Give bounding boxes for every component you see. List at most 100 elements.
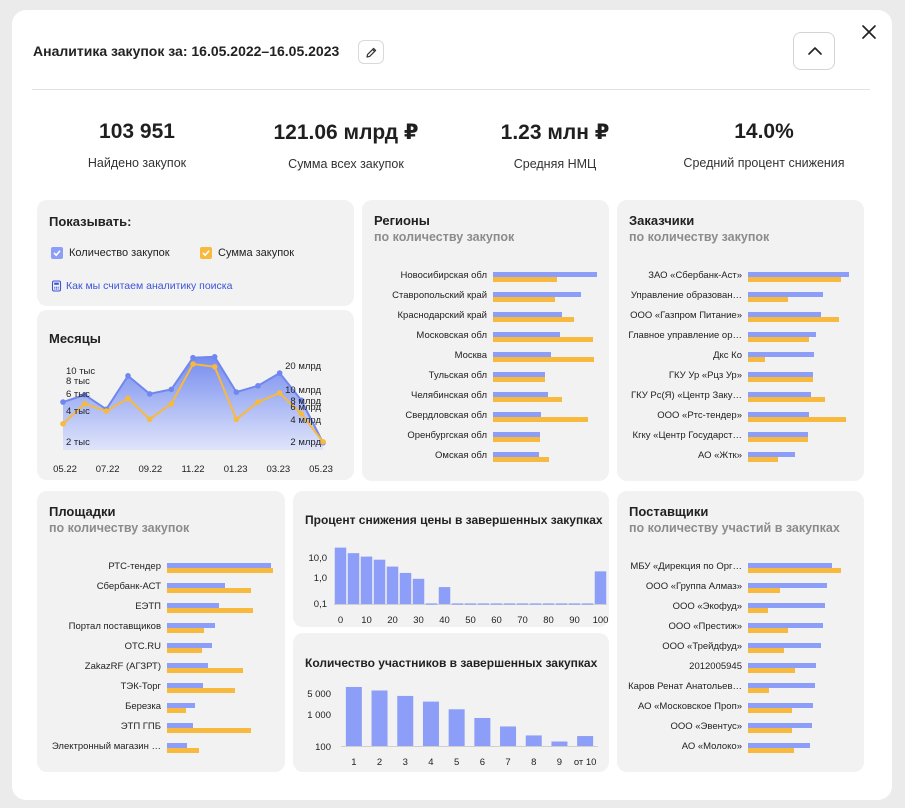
months-x-tick: 05.22: [53, 464, 77, 475]
suppliers-sum-bar: [748, 588, 780, 593]
months-sum-point: [298, 411, 305, 417]
kpi-found: 103 951 Найдено закупок: [37, 120, 237, 170]
regions-card: Регионы по количеству закупок Новосибирс…: [362, 200, 609, 481]
bar: [412, 578, 425, 604]
kpi-avg-price-value: 1.23 млн ₽: [500, 121, 610, 144]
platforms-title: Площадки: [49, 504, 116, 519]
platforms-subtitle: по количеству закупок: [49, 521, 190, 535]
platforms-label: Березка: [125, 701, 161, 712]
regions-label: Новосибирская обл: [400, 270, 487, 281]
suppliers-sum-bar: [748, 728, 792, 733]
close-button[interactable]: [859, 22, 879, 42]
suppliers-count-bar: [748, 603, 826, 608]
suppliers-sum-bar: [748, 748, 794, 753]
suppliers-sum-bar: [748, 628, 788, 633]
customers-sum-bar: [748, 457, 779, 462]
kpi-total-sum-value: 121.06 млрд ₽: [273, 121, 419, 144]
customers-card: Заказчики по количеству закупок ЗАО «Сбе…: [617, 200, 864, 481]
customers-title: Заказчики: [629, 213, 695, 228]
regions-label: Тульская обл: [428, 370, 487, 381]
platforms-sum-bar: [167, 608, 254, 613]
months-left-tick: 4 тыс: [66, 406, 90, 417]
months-right-tick: 6 млрд: [290, 402, 321, 413]
customers-count-bar: [748, 372, 813, 377]
participants-card: Количество участников в завершенных заку…: [293, 633, 609, 772]
price-drop-chart: 10,0 1,0 0,1 0 10 20 30 40 50 60 70 80 90 100: [309, 547, 608, 626]
customers-sum-bar: [748, 437, 808, 442]
months-left-tick: 10 тыс: [66, 366, 95, 377]
regions-label: Оренбургская обл: [407, 430, 487, 441]
months-right-tick: 2 млрд: [290, 437, 321, 448]
y-tick: 5 000: [307, 689, 331, 700]
months-sum-point: [81, 401, 88, 407]
analytics-modal: Аналитика закупок за: 16.05.2022–16.05.2…: [12, 10, 892, 800]
suppliers-label: ООО «Экофуд»: [672, 601, 742, 612]
months-count-point: [125, 373, 131, 379]
regions-sum-bar: [493, 337, 593, 342]
platforms-sum-bar: [167, 588, 252, 593]
regions-count-bar: [493, 452, 539, 457]
y-tick: 1,0: [314, 573, 327, 584]
suppliers-card: Поставщики по количеству участий в закуп…: [617, 491, 864, 772]
bar: [577, 736, 594, 746]
platforms-sum-bar: [167, 568, 274, 573]
regions-sum-bar: [493, 317, 575, 322]
customers-label: Кгку «Центр Государст…: [632, 430, 742, 441]
bar: [594, 571, 607, 604]
platforms-sum-bar: [167, 728, 252, 733]
platforms-sum-bar: [167, 668, 243, 673]
methodology-link[interactable]: Как мы считаем аналитику поиска: [66, 280, 233, 292]
months-right-tick: 4 млрд: [290, 415, 321, 426]
months-sum-point: [60, 420, 66, 427]
platforms-count-bar: [167, 583, 226, 588]
kpi-avg-drop-value: 14.0%: [734, 120, 794, 143]
months-sum-point: [103, 408, 110, 414]
platforms-label: Сбербанк-АСТ: [96, 581, 161, 592]
suppliers-label: ООО «Эвентус»: [670, 721, 742, 732]
x-tick: 8: [531, 757, 536, 768]
edit-period-button[interactable]: [358, 40, 384, 64]
bar: [525, 735, 542, 746]
sum-checkbox-label[interactable]: Сумма закупок: [218, 247, 295, 259]
suppliers-subtitle: по количеству участий в закупках: [629, 521, 840, 535]
platforms-count-bar: [167, 663, 208, 668]
months-count-area: [63, 356, 323, 450]
regions-label: Краснодарский край: [397, 310, 487, 321]
months-left-tick: 2 тыс: [66, 437, 90, 448]
close-icon: [862, 25, 876, 39]
x-tick: 0: [338, 615, 343, 626]
customers-count-bar: [748, 312, 821, 317]
x-tick: 6: [480, 757, 485, 768]
months-count-point: [211, 354, 218, 360]
regions-count-bar: [493, 372, 545, 377]
regions-count-bar: [493, 272, 597, 277]
collapse-button[interactable]: [793, 32, 835, 70]
customers-label: Дкс Ко: [713, 350, 742, 361]
x-tick: 30: [413, 615, 424, 626]
platforms-count-bar: [167, 743, 187, 748]
suppliers-count-bar: [748, 643, 821, 648]
count-checkbox-label[interactable]: Количество закупок: [69, 247, 170, 259]
platforms-label: ТЭК-Торг: [120, 681, 161, 692]
suppliers-count-bar: [748, 743, 811, 748]
kpi-avg-drop: 14.0% Средний процент снижения: [664, 120, 864, 170]
regions-sum-bar: [493, 417, 588, 422]
sum-checkbox[interactable]: [200, 247, 212, 259]
count-checkbox[interactable]: [51, 247, 63, 259]
customers-sum-bar: [748, 317, 839, 322]
platforms-sum-bar: [167, 628, 205, 633]
months-sum-point: [125, 395, 131, 402]
months-sum-point: [276, 390, 283, 396]
suppliers-label: МБУ «Дирекция по Орг…: [630, 561, 742, 572]
platforms-count-bar: [167, 563, 271, 568]
platforms-card: Площадки по количеству закупок РТС-тенде…: [37, 491, 285, 772]
suppliers-sum-bar: [748, 608, 768, 613]
months-count-point: [81, 392, 88, 398]
months-left-tick: 6 тыс: [66, 389, 90, 400]
bar: [371, 690, 388, 746]
regions-count-bar: [493, 332, 560, 337]
platforms-label: ЕЭТП: [135, 601, 161, 612]
regions-label: Свердловская обл: [405, 410, 487, 421]
regions-sum-bar: [493, 437, 540, 442]
